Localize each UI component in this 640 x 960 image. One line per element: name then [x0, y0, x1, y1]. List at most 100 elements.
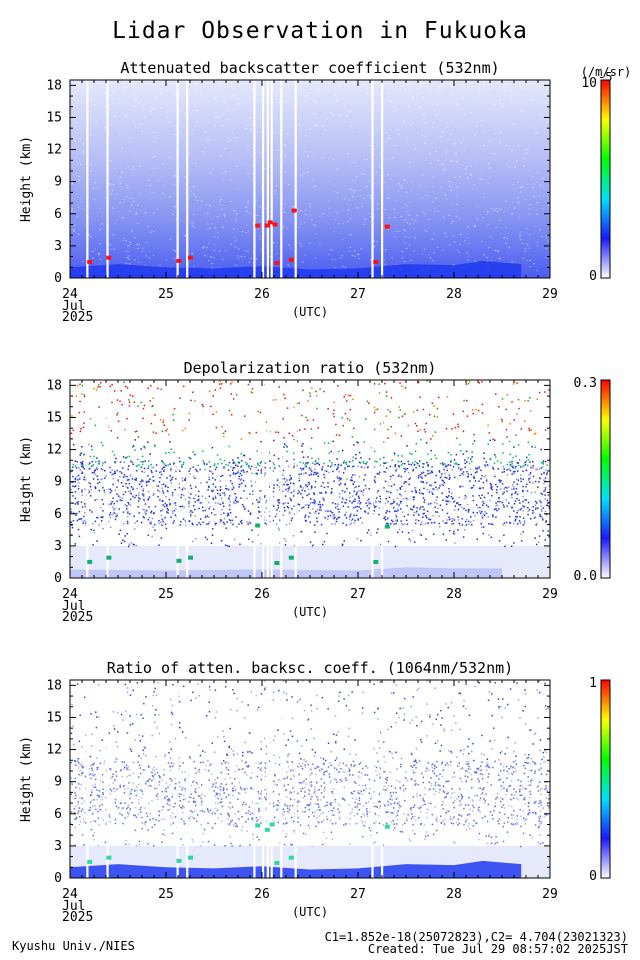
x-start-sublabel: Jul [62, 299, 85, 314]
y-tick-label: 9 [54, 475, 62, 490]
colorbar-unit: (/m/sr) [581, 65, 632, 79]
data-gap [253, 380, 256, 578]
signal-field [70, 80, 550, 278]
x-tick-label: 28 [446, 287, 462, 302]
main-title: Lidar Observation in Fukuoka [112, 18, 528, 44]
data-gap [371, 80, 374, 278]
x-start-sublabel: 2025 [62, 910, 93, 925]
y-tick-label: 6 [54, 207, 62, 222]
data-gap [86, 380, 89, 578]
data-gap [270, 80, 273, 278]
x-tick-label: 27 [350, 887, 366, 902]
cloud-point [255, 823, 261, 828]
x-tick-label: 29 [542, 587, 558, 602]
x-start-sublabel: Jul [62, 599, 85, 614]
colorbar [600, 79, 611, 279]
x-tick-label: 27 [350, 287, 366, 302]
data-gap [266, 680, 269, 878]
y-tick-label: 6 [54, 507, 62, 522]
heatmap [70, 680, 550, 878]
data-gap [381, 80, 384, 278]
data-gap [270, 380, 273, 578]
data-gap [371, 380, 374, 578]
cloud-point [288, 855, 294, 860]
data-gap [176, 680, 179, 878]
footer-calibration: C1=1.852e-18(25072823),C2= 4.704(2302132… [325, 930, 628, 944]
y-tick-label: 9 [54, 775, 62, 790]
data-gap [176, 380, 179, 578]
panel-title: Ratio of atten. backsc. coeff. (1064nm/5… [107, 659, 513, 677]
x-tick-label: 26 [254, 587, 270, 602]
cloud-point [106, 855, 112, 860]
x-tick-label: 26 [254, 887, 270, 902]
colorbar-bottom-label: 0 [589, 269, 597, 284]
data-gap [186, 80, 189, 278]
x-start-sublabel: Jul [62, 899, 85, 914]
cloud-point [269, 822, 275, 827]
cloud-point [106, 555, 112, 560]
cloud-point [176, 558, 182, 563]
cloud-point [373, 559, 379, 564]
cloud-point [188, 255, 193, 260]
panel-2: Depolarization ratio (532nm) 0 3 6 9 12 15 18 He… [19, 359, 611, 625]
cloud-point [188, 855, 193, 860]
colorbar-bottom-label: 0 [589, 869, 597, 884]
cloud-point [264, 827, 270, 832]
cloud-point [274, 261, 280, 266]
x-tick-label: 24 [62, 287, 78, 302]
y-tick-label: 3 [54, 839, 62, 854]
y-tick-label: 12 [46, 143, 62, 158]
panel-title: Attenuated backscatter coefficient (532n… [120, 59, 499, 77]
x-axis-label: (UTC) [292, 905, 328, 919]
data-gap [86, 80, 89, 278]
data-gap [381, 380, 384, 578]
data-gap [176, 80, 179, 278]
x-start-sublabel: 2025 [62, 310, 93, 325]
cloud-point [288, 257, 294, 262]
x-tick-label: 25 [158, 587, 174, 602]
cloud-point [106, 255, 112, 260]
y-tick-label: 15 [46, 110, 62, 125]
colorbar-top-label: 10 [581, 76, 597, 91]
y-tick-label: 0 [54, 871, 62, 886]
x-tick-label: 26 [254, 287, 270, 302]
cloud-point [384, 524, 390, 529]
cloud-point [255, 223, 261, 228]
data-gap [106, 680, 109, 878]
colorbar [600, 379, 611, 579]
x-tick-label: 28 [446, 887, 462, 902]
y-tick-label: 15 [46, 410, 62, 425]
data-gap [280, 680, 283, 878]
y-axis-label: Height (km) [19, 736, 34, 822]
heatmap [70, 380, 550, 578]
data-gap [371, 680, 374, 878]
data-gap [266, 380, 269, 578]
x-tick-label: 24 [62, 587, 78, 602]
y-tick-label: 12 [46, 443, 62, 458]
data-gap [294, 380, 297, 578]
data-gap [186, 680, 189, 878]
footer-created: Created: Tue Jul 29 08:57:02 2025JST [368, 942, 628, 956]
cloud-point [291, 208, 297, 213]
data-gap [106, 380, 109, 578]
x-tick-label: 27 [350, 587, 366, 602]
data-gap [294, 680, 297, 878]
x-start-sublabel: 2025 [62, 610, 93, 625]
x-axis-label: (UTC) [292, 305, 328, 319]
cloud-point [255, 523, 261, 528]
x-tick-label: 24 [62, 887, 78, 902]
heatmap [70, 80, 550, 278]
panel-1: Attenuated backscatter coefficient (532n… [19, 59, 631, 325]
y-tick-label: 9 [54, 175, 62, 190]
panel-3: Ratio of atten. backsc. coeff. (1064nm/5… [19, 659, 611, 925]
data-gap [294, 80, 297, 278]
y-axis-label: Height (km) [19, 136, 34, 222]
y-tick-label: 3 [54, 539, 62, 554]
x-tick-label: 29 [542, 887, 558, 902]
data-gap [261, 380, 265, 578]
cloud-point [384, 824, 390, 829]
y-tick-label: 6 [54, 807, 62, 822]
y-tick-label: 0 [54, 271, 62, 286]
cloud-point [176, 258, 182, 263]
